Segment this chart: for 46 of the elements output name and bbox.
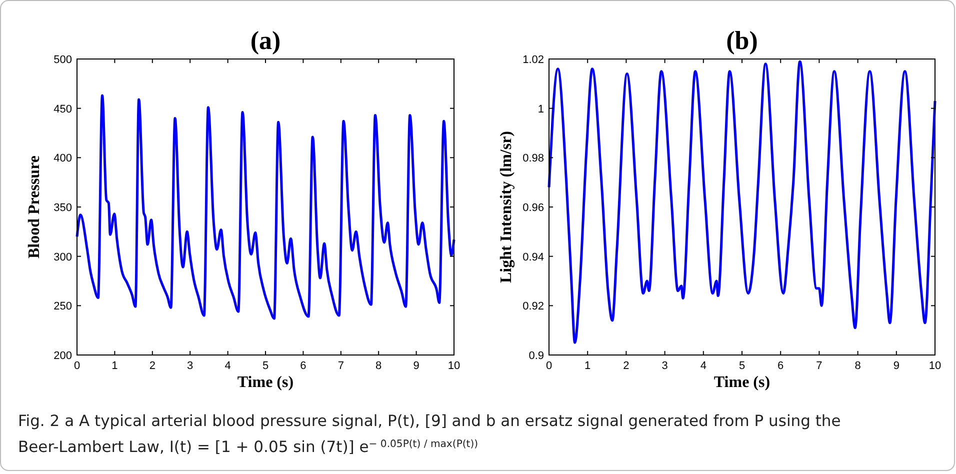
x-axis-title: Time (s) <box>714 374 770 391</box>
y-tick-label: 350 <box>54 202 72 214</box>
y-tick-label: 300 <box>54 251 72 264</box>
x-tick-label: 7 <box>338 360 344 372</box>
y-tick-label: 1 <box>538 103 544 116</box>
y-tick-label: 0.9 <box>528 350 544 362</box>
x-tick-label: 10 <box>448 360 460 372</box>
x-tick-label: 1 <box>584 360 591 372</box>
x-tick-label: 9 <box>413 360 420 372</box>
x-tick-label: 6 <box>300 360 306 372</box>
x-tick-label: 9 <box>893 360 900 372</box>
x-tick-label: 0 <box>546 360 552 372</box>
line-series <box>76 94 456 320</box>
x-tick-label: 1 <box>112 360 118 372</box>
y-tick-label: 0.92 <box>522 300 544 313</box>
y-tick-label: 500 <box>54 54 72 66</box>
y-tick-label: 0.96 <box>522 202 544 214</box>
text: Beer-Lambert Law, I(t) = [1 + 0.05 sin (7t)] e$^{− 0.05P(t) / max(P(t))}$ <box>18 438 478 456</box>
x-tick-label: 0 <box>74 360 80 372</box>
chart-title: (b) <box>726 26 758 55</box>
x-tick-label: 6 <box>778 360 784 372</box>
y-axis-title: Blood Pressure <box>26 156 43 258</box>
x-tick-label: 7 <box>816 360 822 372</box>
y-tick-label: 400 <box>54 152 72 165</box>
x-tick-label: 8 <box>854 360 861 372</box>
x-tick-label: 3 <box>187 360 194 372</box>
y-axis-title: Light Intensity (lm/sr) <box>498 131 515 283</box>
y-tick-label: 1.02 <box>522 54 544 66</box>
x-tick-label: 2 <box>623 360 630 372</box>
x-tick-label: 3 <box>662 360 668 372</box>
x-tick-label: 8 <box>376 360 382 372</box>
x-axis-title: Time (s) <box>237 374 294 391</box>
caption: Fig. 2 a A typical arterial blood pressure signal, P(t), [9] and b an ersatz signal generated from P using the <box>18 412 841 430</box>
x-tick-label: 4 <box>224 360 231 372</box>
x-tick-label: 5 <box>262 360 269 372</box>
y-tick-label: 0.98 <box>522 152 544 165</box>
x-tick-label: 10 <box>928 360 942 372</box>
x-tick-label: 2 <box>149 360 156 372</box>
y-tick-label: 200 <box>54 350 72 362</box>
y-tick-label: 250 <box>54 300 72 313</box>
y-tick-label: 450 <box>54 103 72 116</box>
line-series <box>548 60 936 344</box>
x-tick-label: 5 <box>738 360 746 372</box>
y-tick-label: 0.94 <box>522 251 544 264</box>
chart-title: (a) <box>250 26 281 55</box>
x-tick-label: 4 <box>700 360 706 372</box>
